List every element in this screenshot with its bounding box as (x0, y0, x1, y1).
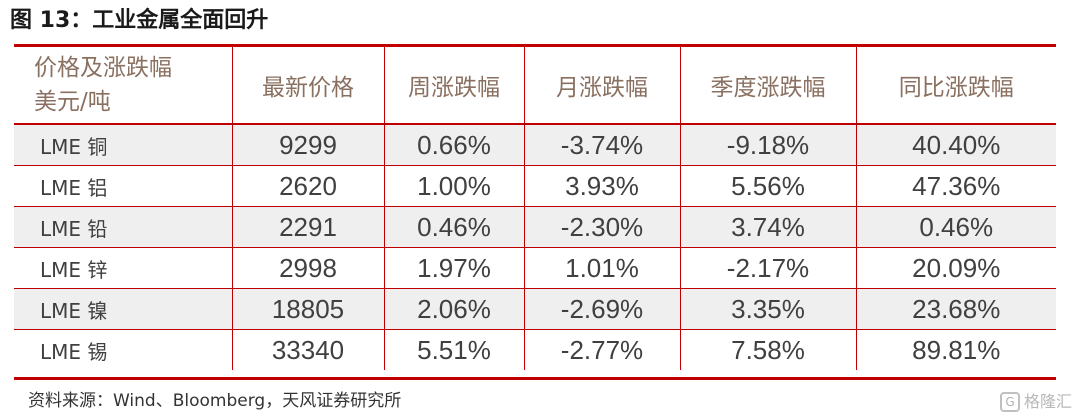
yoy-change-cell: 20.09% (856, 247, 1056, 289)
watermark: G 格隆汇 (999, 390, 1072, 414)
quarterly-change-cell: 3.35% (680, 288, 857, 330)
top-rule (14, 44, 1056, 47)
table-row: LME 锡 33340 5.51% -2.77% 7.58% 89.81% (14, 329, 1056, 370)
table-container: 价格及涨跌幅 美元/吨 最新价格 周涨跌幅 月涨跌幅 季度涨跌幅 同比涨跌幅 L… (14, 47, 1056, 370)
column-header-yoy-change: 同比涨跌幅 (856, 47, 1056, 125)
metal-name-cell: LME 铝 (14, 165, 233, 207)
yoy-change-cell: 23.68% (856, 288, 1056, 330)
table-row: LME 铅 2291 0.46% -2.30% 3.74% 0.46% (14, 206, 1056, 248)
watermark-logo-icon: G (999, 392, 1020, 412)
column-header-quarterly-change: 季度涨跌幅 (680, 47, 857, 125)
yoy-change-cell: 40.40% (856, 124, 1056, 166)
bottom-rule (14, 377, 1056, 380)
metal-name-cell: LME 镍 (14, 288, 233, 330)
quarterly-change-cell: 7.58% (680, 329, 857, 370)
table-body: LME 铜 9299 0.66% -3.74% -9.18% 40.40% LME 铝 262… (14, 124, 1056, 370)
header-label-cell: 价格及涨跌幅 美元/吨 (14, 47, 233, 125)
weekly-change-cell: 1.00% (384, 165, 525, 207)
yoy-change-cell: 0.46% (856, 206, 1056, 248)
latest-price-cell: 9299 (232, 124, 385, 166)
weekly-change-cell: 5.51% (384, 329, 525, 370)
metal-name-cell: LME 铅 (14, 206, 233, 248)
latest-price-cell: 2291 (232, 206, 385, 248)
column-header-weekly-change: 周涨跌幅 (384, 47, 525, 125)
quarterly-change-cell: 5.56% (680, 165, 857, 207)
figure-title: 图 13：工业金属全面回升 (10, 8, 269, 33)
latest-price-cell: 2998 (232, 247, 385, 289)
latest-price-cell: 2620 (232, 165, 385, 207)
weekly-change-cell: 1.97% (384, 247, 525, 289)
metals-price-table: 价格及涨跌幅 美元/吨 最新价格 周涨跌幅 月涨跌幅 季度涨跌幅 同比涨跌幅 L… (14, 47, 1056, 370)
table-row: LME 铜 9299 0.66% -3.74% -9.18% 40.40% (14, 124, 1056, 166)
watermark-text: 格隆汇 (1023, 392, 1072, 411)
metal-name-cell: LME 铜 (14, 124, 233, 166)
latest-price-cell: 18805 (232, 288, 385, 330)
metal-name-cell: LME 锡 (14, 329, 233, 370)
monthly-change-cell: -2.77% (524, 329, 681, 370)
yoy-change-cell: 47.36% (856, 165, 1056, 207)
monthly-change-cell: -3.74% (524, 124, 681, 166)
monthly-change-cell: 1.01% (524, 247, 681, 289)
header-label-line1: 价格及涨跌幅 (34, 55, 172, 81)
table-row: LME 锌 2998 1.97% 1.01% -2.17% 20.09% (14, 247, 1056, 289)
monthly-change-cell: -2.69% (524, 288, 681, 330)
quarterly-change-cell: -2.17% (680, 247, 857, 289)
metal-name-cell: LME 锌 (14, 247, 233, 289)
weekly-change-cell: 0.66% (384, 124, 525, 166)
column-header-monthly-change: 月涨跌幅 (524, 47, 681, 125)
monthly-change-cell: 3.93% (524, 165, 681, 207)
quarterly-change-cell: 3.74% (680, 206, 857, 248)
table-row: LME 铝 2620 1.00% 3.93% 5.56% 47.36% (14, 165, 1056, 207)
latest-price-cell: 33340 (232, 329, 385, 370)
monthly-change-cell: -2.30% (524, 206, 681, 248)
weekly-change-cell: 0.46% (384, 206, 525, 248)
header-row: 价格及涨跌幅 美元/吨 最新价格 周涨跌幅 月涨跌幅 季度涨跌幅 同比涨跌幅 (14, 47, 1056, 125)
source-note: 资料来源：Wind、Bloomberg，天风证券研究所 (28, 391, 402, 411)
table-row: LME 镍 18805 2.06% -2.69% 3.35% 23.68% (14, 288, 1056, 330)
yoy-change-cell: 89.81% (912, 334, 1001, 365)
column-header-latest-price: 最新价格 (232, 47, 385, 125)
quarterly-change-cell: -9.18% (680, 124, 857, 166)
weekly-change-cell: 2.06% (384, 288, 525, 330)
header-label-line2: 美元/吨 (34, 89, 111, 115)
